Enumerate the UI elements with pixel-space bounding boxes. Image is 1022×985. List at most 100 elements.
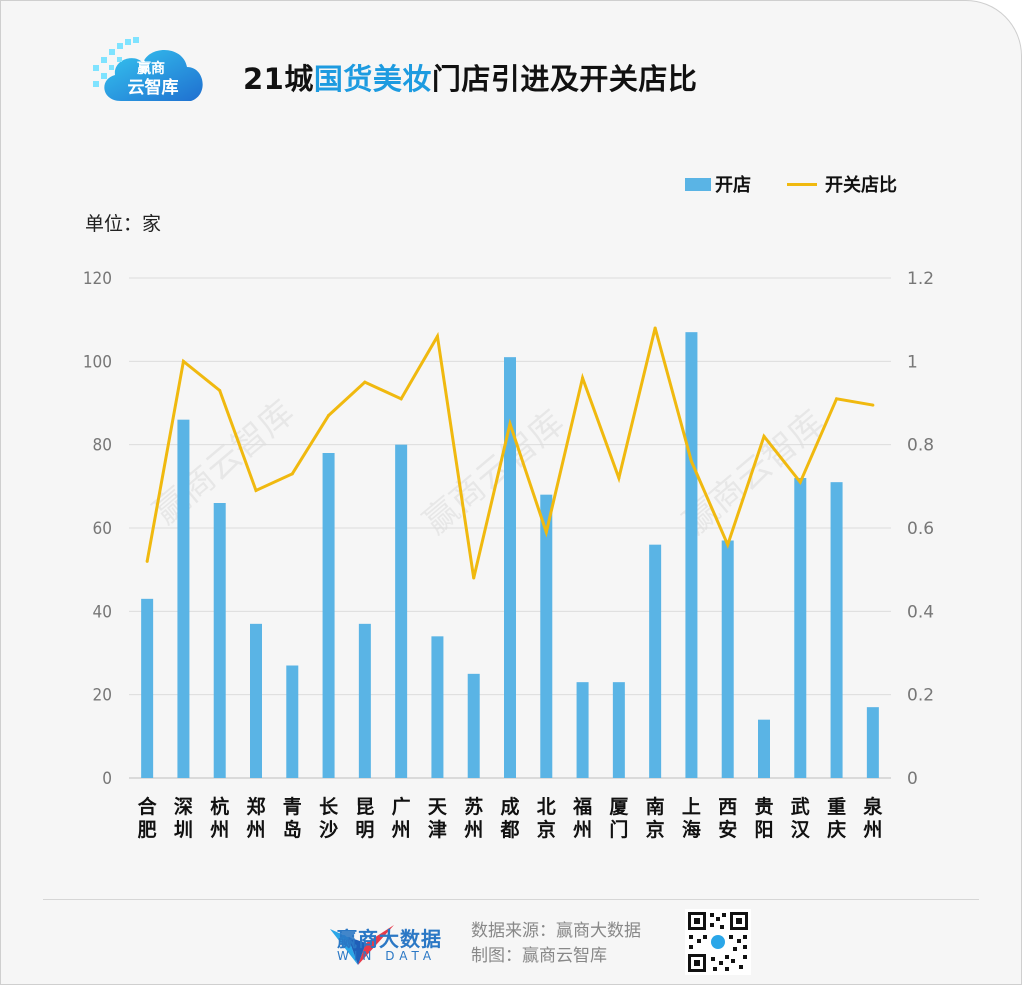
bar [395,444,408,778]
bar [141,598,154,778]
bar [177,419,190,778]
ratio-point [581,376,585,380]
ratio-point [871,403,875,407]
y-right-tick-label: 0.8 [907,436,934,456]
y-right-tick-label: 0.4 [907,602,934,622]
bar [830,482,843,778]
footer-divider [43,899,979,900]
ratio-point [254,489,258,492]
x-category-label: 泉州 [862,795,883,841]
ratio-point [145,559,149,563]
ratio-point [689,459,693,463]
y-left-tick-label: 120 [83,269,112,289]
source-note: 数据来源：赢商大数据 制图：赢商云智库 [471,919,641,969]
bar [685,332,698,778]
legend-line-swatch [787,182,817,186]
x-category-label: 福州 [572,795,592,841]
x-category-label: 深圳 [174,795,193,841]
svg-text:云智库: 云智库 [128,77,179,98]
ratio-point [181,359,185,363]
x-category-label: 武汉 [791,796,811,841]
bar [758,719,770,778]
y-left-tick-label: 80 [93,436,112,456]
brand-name: 赢商大数据 [337,927,442,951]
title-highlight: 国货美妆 [313,62,432,96]
bar [612,682,625,778]
y-right-tick-label: 0.6 [907,519,934,539]
x-category-label: 上海 [682,796,701,841]
x-category-label: 苏州 [464,795,483,841]
page-title: 21城国货美妆门店引进及开关店比 [243,56,697,98]
bar [866,707,879,778]
y-right-tick-label: 1.2 [907,269,934,289]
bar [286,665,299,778]
x-category-label: 合肥 [138,795,158,841]
brand-subtitle: WIN DATA [337,949,437,963]
bar [467,673,480,778]
y-left-tick-label: 0 [102,769,112,789]
bar [721,540,734,778]
x-category-label: 广州 [392,795,411,841]
x-category-label: 成都 [499,795,519,841]
bar [540,494,553,778]
watermark-text: 赢商云智库 [676,403,832,543]
x-category-label: 昆明 [355,796,374,841]
ratio-point [472,576,476,580]
ratio-point [327,414,331,417]
ratio-point [798,480,802,484]
ratio-point [762,434,766,438]
x-category-label: 重庆 [827,796,846,841]
ratio-point [435,334,439,338]
ratio-point [653,326,657,330]
windata-logo-icon [330,925,394,965]
bar [250,623,262,778]
bar [576,682,589,778]
x-category-label: 南京 [646,796,665,841]
ratio-point [835,397,839,401]
x-category-label: 贵阳 [754,796,773,841]
y-left-tick-label: 100 [83,352,112,372]
ratio-point [726,543,730,547]
y-left-tick-label: 60 [93,519,112,539]
maker-text: 制图：赢商云智库 [471,946,607,966]
bar [504,357,516,778]
x-category-label: 长沙 [319,796,339,841]
ratio-point [617,476,621,480]
y-right-tick-label: 1 [907,352,918,372]
legend-line-label: 开关店比 [825,175,897,196]
x-category-label: 天津 [428,796,448,841]
title-prefix: 21城 [243,62,314,96]
bar [322,453,335,778]
title-suffix: 门店引进及开关店比 [431,62,698,96]
y-left-tick-label: 20 [93,686,112,706]
x-category-label: 青岛 [283,796,302,841]
y-right-tick-label: 0 [907,769,918,789]
ratio-point [290,472,294,476]
bar [794,478,807,778]
bar [431,636,444,778]
legend-bar-item: 开店 [685,171,751,197]
x-category-label: 郑州 [246,796,265,841]
chart-plot: 赢商云智库 赢商云智库 赢商云智库02040608010012000.20.40.6… [83,269,934,841]
x-category-label: 杭州 [210,795,229,841]
ratio-point [363,380,367,384]
source-text: 数据来源：赢商大数据 [471,921,641,941]
bar [649,544,662,778]
svg-text:赢商: 赢商 [137,60,165,77]
qr-code-icon[interactable] [685,909,751,975]
bar [358,623,371,778]
legend-bar-swatch [685,177,711,191]
ratio-point [399,397,403,401]
ratio-point [544,530,548,534]
x-category-label: 厦门 [609,796,629,841]
legend-line-item: 开关店比 [787,171,897,197]
legend-bar-label: 开店 [715,175,751,196]
bar [213,503,226,778]
x-category-label: 西安 [718,796,737,841]
yingshang-cloud-logo-icon: 赢商 云智库 [93,37,203,101]
ratio-point [218,389,222,392]
x-category-label: 北京 [537,796,556,841]
unit-label: 单位：家 [85,213,162,235]
ratio-point [508,422,512,426]
